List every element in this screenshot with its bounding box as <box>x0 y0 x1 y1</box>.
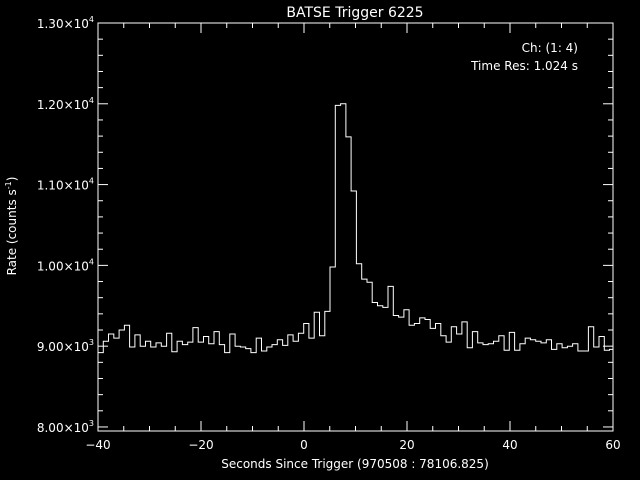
y-tick-mantissa: 8.00×10 <box>37 421 89 435</box>
y-axis-label-main: Rate (counts s <box>5 189 19 275</box>
rate-series-line <box>98 103 613 354</box>
x-tick-label: 60 <box>605 438 620 452</box>
y-tick-mantissa: 1.00×10 <box>37 259 89 273</box>
channel-annotation: Ch: (1: 4) <box>522 41 578 55</box>
y-axis-label-exponent: -1 <box>4 181 13 189</box>
y-tick-exponent: 3 <box>89 419 94 428</box>
y-tick-mantissa: 9.00×10 <box>37 340 89 354</box>
y-tick-exponent: 4 <box>89 177 94 186</box>
y-tick-exponent: 4 <box>89 257 94 266</box>
x-tick-label: 20 <box>399 438 414 452</box>
time-resolution-annotation: Time Res: 1.024 s <box>470 59 578 73</box>
x-tick-label: 0 <box>300 438 308 452</box>
y-tick-label: 1.00×104 <box>37 257 94 273</box>
y-tick-mantissa: 1.20×10 <box>37 98 89 112</box>
y-tick-mantissa: 1.10×10 <box>37 179 89 193</box>
y-axis-label: Rate (counts s-1) <box>4 177 19 276</box>
y-tick-exponent: 3 <box>89 338 94 347</box>
y-axis: 8.00×1039.00×1031.00×1041.10×1041.20×104… <box>37 15 613 435</box>
x-axis-label: Seconds Since Trigger (970508 : 78106.82… <box>221 457 489 471</box>
y-tick-label: 1.10×104 <box>37 177 94 193</box>
y-tick-exponent: 4 <box>89 15 94 24</box>
chart-title: BATSE Trigger 6225 <box>286 5 423 21</box>
plot-frame <box>97 22 614 432</box>
x-tick-label: −20 <box>188 438 213 452</box>
x-tick-label: −40 <box>85 438 110 452</box>
y-tick-label: 1.30×104 <box>37 15 94 31</box>
x-tick-label: 40 <box>502 438 517 452</box>
y-tick-exponent: 4 <box>89 96 94 105</box>
y-tick-label: 8.00×103 <box>37 419 94 435</box>
y-tick-label: 1.20×104 <box>37 96 94 112</box>
x-axis: −40 −20 0 20 40 60 <box>85 23 621 452</box>
y-axis-label-tail: ) <box>5 177 19 182</box>
y-tick-mantissa: 1.30×10 <box>37 17 89 31</box>
y-tick-label: 9.00×103 <box>37 338 94 354</box>
